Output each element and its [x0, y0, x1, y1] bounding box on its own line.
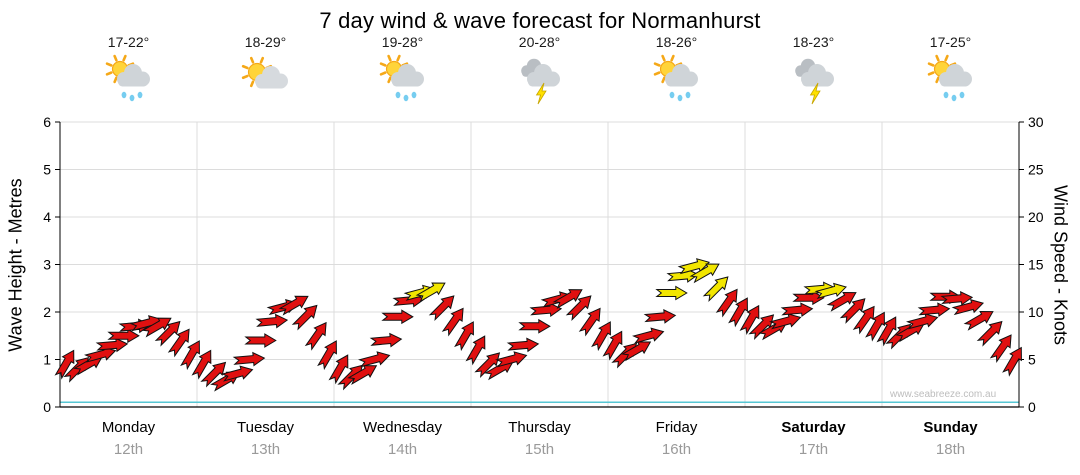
- svg-text:1: 1: [43, 352, 51, 368]
- weather-icon: [334, 53, 471, 111]
- day-header: 18-29°: [197, 34, 334, 111]
- day-name: Monday: [101, 419, 156, 436]
- temp-range: 20-28°: [518, 34, 561, 50]
- svg-text:25: 25: [1028, 162, 1044, 178]
- temp-range: 18-29°: [244, 34, 287, 50]
- weather-icon: [471, 53, 608, 111]
- day-label: Friday 16th: [608, 419, 745, 458]
- day-header: 18-26°: [608, 34, 745, 111]
- svg-text:3: 3: [43, 257, 51, 273]
- day-name: Thursday: [508, 419, 571, 436]
- svg-text:10: 10: [1028, 304, 1044, 320]
- day-date: 13th: [250, 441, 281, 458]
- day-header: 20-28°: [471, 34, 608, 111]
- day-label: Tuesday 13th: [197, 419, 334, 458]
- watermark: www.seabreeze.com.au: [890, 389, 997, 400]
- day-header: 17-25°: [882, 34, 1019, 111]
- page-title: 7 day wind & wave forecast for Normanhur…: [319, 8, 761, 33]
- weather-icon: [882, 53, 1019, 111]
- temp-range: 17-22°: [107, 34, 150, 50]
- svg-text:5: 5: [1028, 352, 1036, 368]
- svg-text:6: 6: [43, 114, 51, 130]
- svg-text:4: 4: [43, 209, 51, 225]
- right-axis-label: Wind Speed - Knots: [1050, 184, 1071, 346]
- svg-text:2: 2: [43, 304, 51, 320]
- day-name: Saturday: [781, 419, 846, 436]
- day-date: 15th: [524, 441, 555, 458]
- day-date: 12th: [113, 441, 144, 458]
- day-date: 17th: [798, 441, 829, 458]
- day-date: 18th: [935, 441, 966, 458]
- day-label: Saturday 17th: [745, 419, 882, 458]
- day-date: 16th: [661, 441, 692, 458]
- temp-range: 18-23°: [792, 34, 835, 50]
- left-axis-label: Wave Height - Metres: [5, 178, 26, 352]
- temp-range: 18-26°: [655, 34, 698, 50]
- day-name: Tuesday: [237, 419, 294, 436]
- day-name: Friday: [655, 419, 698, 436]
- weather-icon: [60, 53, 197, 111]
- day-name: Sunday: [923, 419, 978, 436]
- day-date: 14th: [387, 441, 418, 458]
- day-header: 18-23°: [745, 34, 882, 111]
- temp-range: 19-28°: [381, 34, 424, 50]
- day-label: Sunday 18th: [882, 419, 1019, 458]
- weather-icon: [608, 53, 745, 111]
- day-header: 19-28°: [334, 34, 471, 111]
- day-label: Thursday 15th: [471, 419, 608, 458]
- weather-icon: [745, 53, 882, 111]
- svg-text:0: 0: [1028, 399, 1036, 415]
- day-label: Monday 12th: [60, 419, 197, 458]
- svg-text:20: 20: [1028, 209, 1044, 225]
- day-label: Wednesday 14th: [334, 419, 471, 458]
- day-name: Wednesday: [363, 419, 442, 436]
- svg-text:5: 5: [43, 162, 51, 178]
- temp-range: 17-25°: [929, 34, 972, 50]
- weather-icon: [197, 53, 334, 111]
- svg-text:15: 15: [1028, 257, 1044, 273]
- svg-text:0: 0: [43, 399, 51, 415]
- day-header: 17-22°: [60, 34, 197, 111]
- svg-text:30: 30: [1028, 114, 1044, 130]
